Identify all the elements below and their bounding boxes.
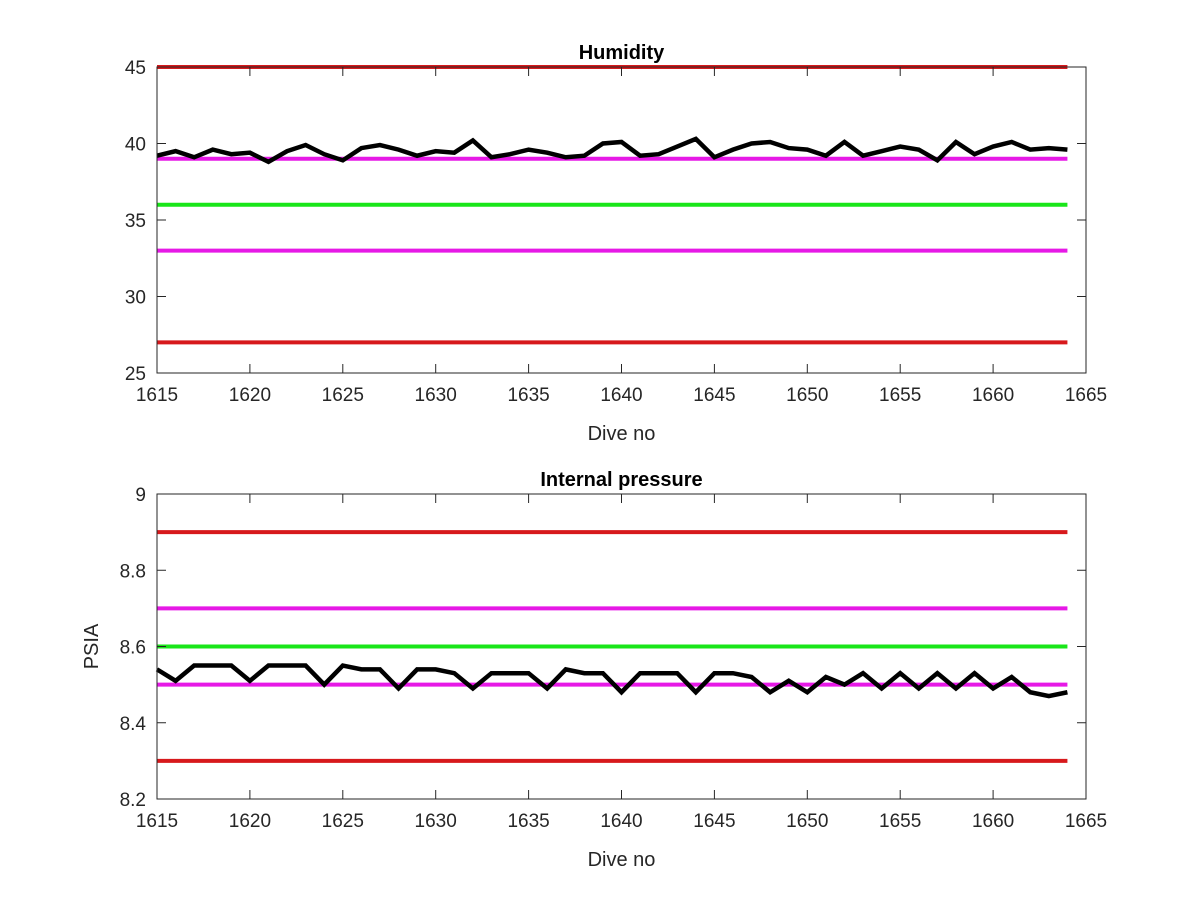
y-tick-label: 9 bbox=[135, 485, 146, 506]
y-tick-label: 45 bbox=[125, 58, 146, 79]
x-axis-label: Dive no bbox=[588, 849, 656, 871]
x-tick-label: 1625 bbox=[322, 385, 364, 406]
y-axis-label: PSIA bbox=[81, 623, 103, 669]
x-tick-label: 1620 bbox=[229, 385, 271, 406]
x-tick-label: 1630 bbox=[415, 385, 457, 406]
series-line-1 bbox=[155, 663, 1068, 699]
chart-1: 1615 1620 1625 1630 1635 1640 1645 1650 1655 1660… bbox=[125, 42, 1107, 445]
x-tick-label: 1615 bbox=[136, 811, 178, 832]
x-tick-label: 1665 bbox=[1065, 811, 1107, 832]
chart-title: Humidity bbox=[579, 42, 665, 64]
plot-area bbox=[157, 67, 1086, 373]
x-tick-label: 1640 bbox=[600, 811, 642, 832]
x-tick-label: 1645 bbox=[693, 811, 735, 832]
x-tick-label: 1625 bbox=[322, 811, 364, 832]
y-tick-label: 30 bbox=[125, 288, 146, 309]
y-tick-label: 25 bbox=[125, 364, 146, 385]
x-tick-label: 1640 bbox=[600, 385, 642, 406]
x-tick-label: 1635 bbox=[507, 385, 549, 406]
series-line-1 bbox=[156, 136, 1068, 165]
x-tick-label: 1615 bbox=[136, 385, 178, 406]
x-tick-label: 1660 bbox=[972, 811, 1014, 832]
chart-title: Internal pressure bbox=[540, 469, 702, 491]
x-axis-label: Dive no bbox=[588, 423, 656, 445]
x-tick-label: 1650 bbox=[786, 385, 828, 406]
y-tick-label: 40 bbox=[125, 135, 146, 156]
x-tick-label: 1665 bbox=[1065, 385, 1107, 406]
y-tick-label: 35 bbox=[125, 211, 146, 232]
y-tick-label: 8.4 bbox=[120, 714, 147, 735]
x-tick-label: 1630 bbox=[415, 811, 457, 832]
x-tick-label: 1635 bbox=[507, 811, 549, 832]
x-tick-label: 1660 bbox=[972, 385, 1014, 406]
y-tick-label: 8.6 bbox=[120, 638, 146, 659]
x-tick-label: 1645 bbox=[693, 385, 735, 406]
y-tick-label: 8.2 bbox=[120, 790, 146, 811]
x-tick-label: 1655 bbox=[879, 811, 921, 832]
x-tick-label: 1620 bbox=[229, 811, 271, 832]
chart-2: 1615 1620 1625 1630 1635 1640 1645 1650 1655 1660… bbox=[81, 469, 1107, 871]
y-tick-label: 8.8 bbox=[120, 561, 146, 582]
x-tick-label: 1650 bbox=[786, 811, 828, 832]
x-tick-label: 1655 bbox=[879, 385, 921, 406]
